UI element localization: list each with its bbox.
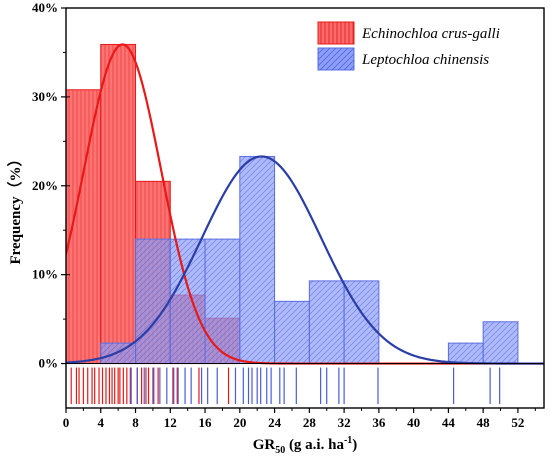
x-tick-label: 48	[477, 415, 491, 430]
legend: Echinochloa crus-galli Leptochloa chinen…	[317, 21, 500, 71]
x-tick-label: 12	[164, 415, 177, 430]
x-tick-label: 20	[233, 415, 246, 430]
x-axis-title-superscript: -1	[344, 435, 352, 446]
y-tick-label: 10%	[32, 267, 58, 282]
x-tick-label: 32	[338, 415, 351, 430]
legend-label-echinochloa: Echinochloa crus-galli	[361, 26, 500, 42]
y-axis-title: Frequency（%）	[6, 151, 24, 264]
bar-hatch-leptochloa	[170, 239, 206, 364]
x-axis-title-subscript: 50	[275, 445, 285, 456]
x-axis-title-main: GR	[253, 437, 276, 453]
x-tick-label: 4	[98, 415, 105, 430]
x-axis-title-close: )	[352, 437, 357, 453]
bar-hatch-leptochloa	[274, 301, 310, 364]
x-tick-label: 28	[303, 415, 317, 430]
y-tick-label: 40%	[32, 0, 58, 15]
x-tick-label: 52	[511, 415, 524, 430]
bar-hatch-leptochloa	[309, 280, 345, 364]
x-tick-label: 0	[63, 415, 70, 430]
curve-leptochloa	[66, 155, 544, 365]
bar-hatch-leptochloa	[483, 321, 518, 364]
x-axis-title: GR50 (g a.i. ha-1)	[253, 435, 358, 456]
y-tick-label: 0%	[39, 356, 59, 371]
x-tick-label: 8	[132, 415, 139, 430]
bar-hatch-leptochloa	[205, 239, 240, 364]
plot-frame	[65, 7, 545, 409]
axes: 0%10%20%30%40%0 4 8 12 16 20 24 28 32 36 40 44 48 52	[32, 0, 545, 430]
bar-hatch-leptochloa	[239, 156, 275, 364]
x-tick-label: 24	[268, 415, 282, 430]
y-tick-label: 20%	[32, 178, 58, 193]
rug-marks	[70, 367, 501, 404]
bar-hatch-leptochloa	[448, 343, 484, 364]
x-axis-title-units: (g a.i. ha	[285, 437, 344, 453]
bar-hatch-echinochloa	[100, 44, 136, 364]
bar-hatch-leptochloa	[135, 239, 171, 364]
x-tick-label: 40	[407, 415, 420, 430]
legend-swatch-echinochloa-hatch	[318, 22, 354, 44]
x-tick-label: 16	[199, 415, 213, 430]
y-tick-label: 30%	[32, 89, 58, 104]
x-tick-label: 44	[442, 415, 456, 430]
histogram-bars	[66, 43, 519, 365]
legend-swatch-leptochloa-hatch	[318, 48, 354, 70]
x-tick-label: 36	[372, 415, 386, 430]
legend-label-leptochloa: Leptochloa chinensis	[361, 52, 489, 68]
